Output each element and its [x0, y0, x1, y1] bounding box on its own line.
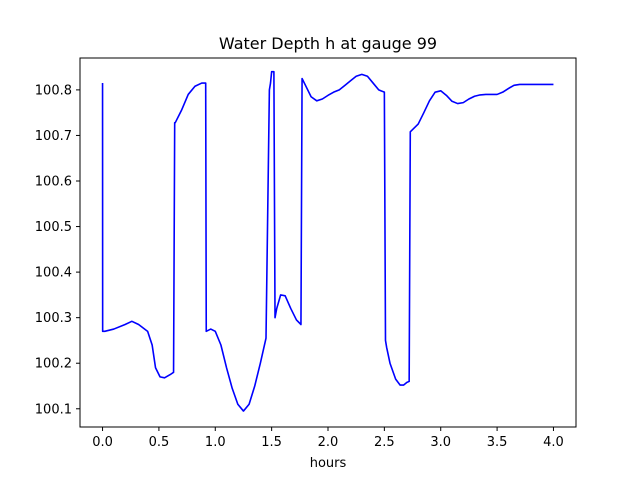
x-tick-label: 3.5	[487, 435, 508, 450]
x-tick-label: 0.0	[92, 435, 113, 450]
x-tick-label: 3.0	[430, 435, 451, 450]
x-tick-label: 2.0	[318, 435, 339, 450]
y-tick-label: 100.2	[35, 357, 72, 372]
series-line	[101, 70, 554, 412]
x-tick-label: 0.5	[149, 435, 170, 450]
x-tick-label: 1.0	[205, 435, 226, 450]
x-tick-label: 4.0	[543, 435, 564, 450]
y-tick-label: 100.5	[35, 220, 72, 235]
y-tick-label: 100.6	[35, 175, 72, 190]
chart-title: Water Depth h at gauge 99	[219, 34, 437, 53]
y-tick-label: 100.1	[35, 402, 72, 417]
y-axis: 100.1 100.2 100.3 100.4 100.5 100.6 100.7 100.8	[35, 83, 80, 417]
plot-area	[101, 70, 554, 412]
y-tick-label: 100.3	[35, 311, 72, 326]
y-tick-label: 100.8	[35, 83, 72, 98]
x-axis: 0.0 0.5 1.0 1.5 2.0 2.5 3.0 3.5 4.0	[92, 427, 564, 450]
y-tick-label: 100.4	[35, 266, 72, 281]
x-tick-label: 2.5	[374, 435, 395, 450]
y-tick-label: 100.7	[35, 129, 72, 144]
x-axis-label: hours	[310, 456, 347, 471]
x-tick-label: 1.5	[261, 435, 282, 450]
